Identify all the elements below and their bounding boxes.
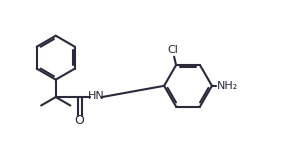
Text: O: O	[75, 115, 85, 127]
Text: HN: HN	[88, 91, 104, 101]
Text: Cl: Cl	[167, 45, 178, 55]
Text: NH₂: NH₂	[217, 81, 238, 91]
